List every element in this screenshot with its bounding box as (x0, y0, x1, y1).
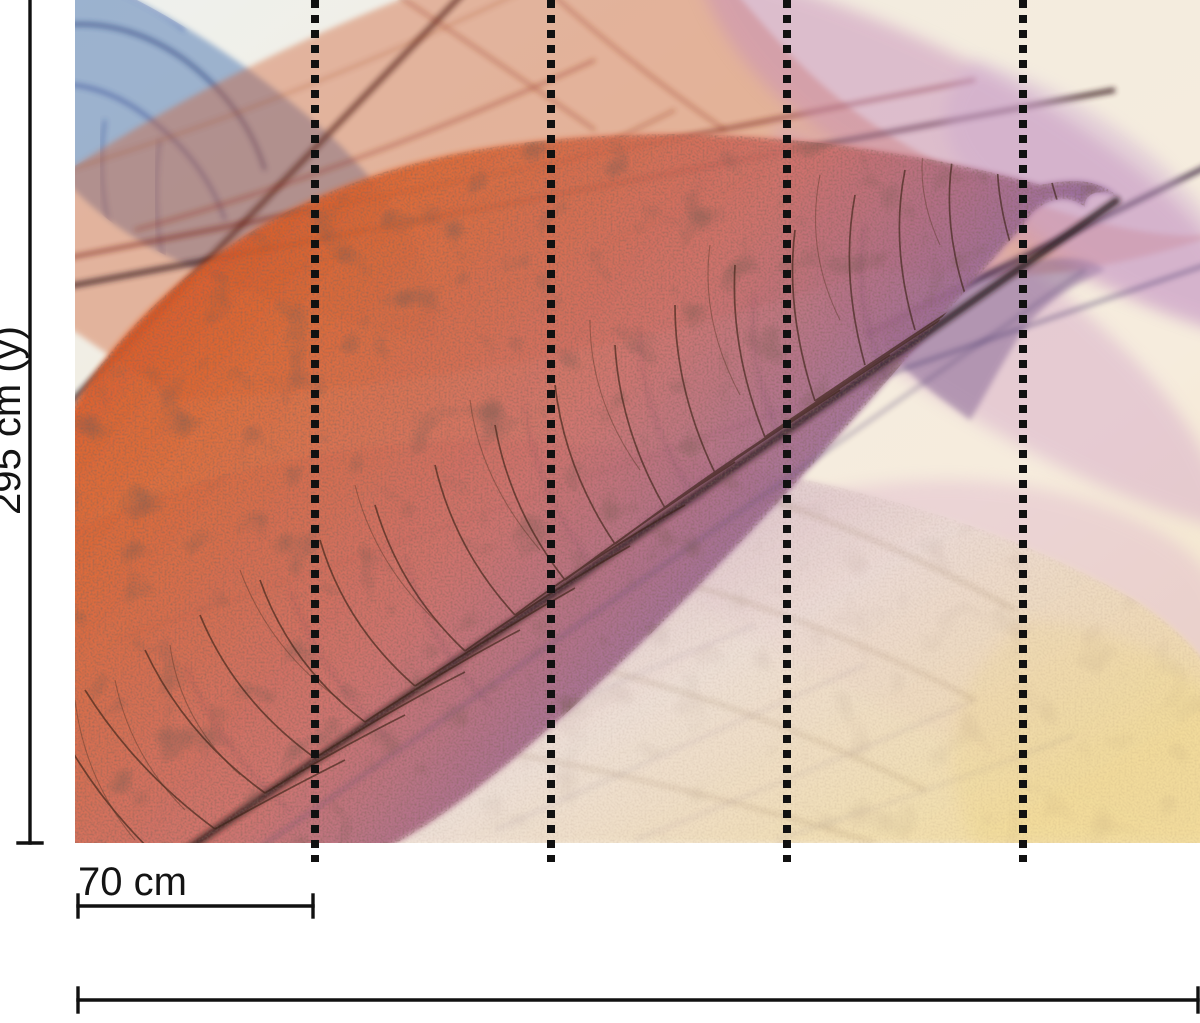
svg-text:70 cm: 70 cm (78, 860, 187, 904)
svg-text:295 cm (y): 295 cm (y) (0, 326, 29, 515)
